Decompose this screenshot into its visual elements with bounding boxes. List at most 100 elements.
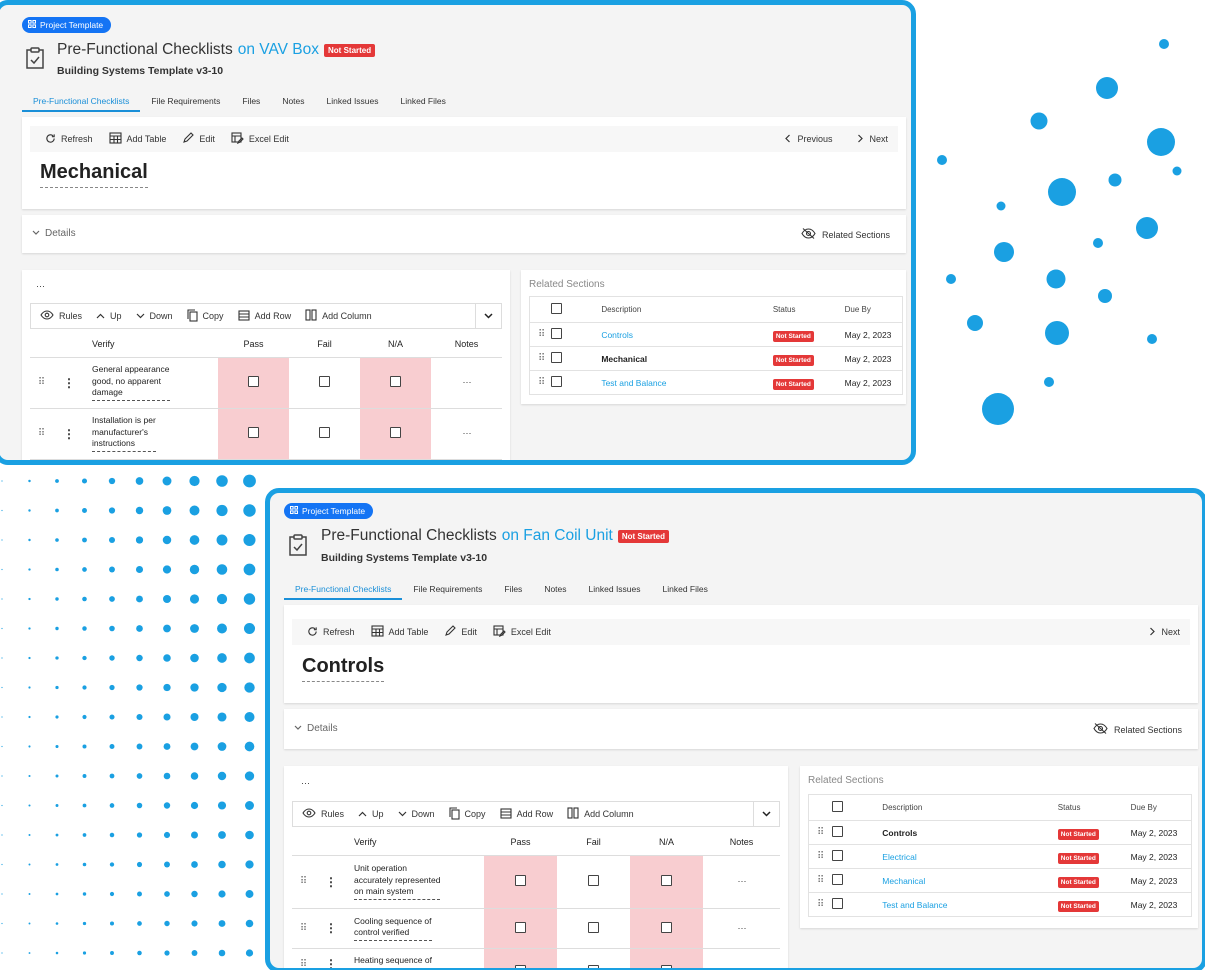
drag-handle-icon[interactable]: ⠿ xyxy=(37,428,45,439)
more-vertical-icon[interactable]: ⋮ xyxy=(325,874,337,889)
tab-linked-files[interactable]: Linked Files xyxy=(400,96,446,106)
verify-line[interactable]: Heating sequence of xyxy=(354,954,432,965)
drag-handle-icon[interactable]: ⠿ xyxy=(299,922,307,934)
drag-handle-icon[interactable]: ⠿ xyxy=(817,899,824,910)
row-checkbox[interactable] xyxy=(832,850,844,861)
more-vertical-icon[interactable]: ⋮ xyxy=(63,375,75,390)
notes-icon[interactable]: ⋯ xyxy=(737,922,747,933)
drag-handle-icon[interactable]: ⠿ xyxy=(538,377,545,388)
notes-icon[interactable]: ⋯ xyxy=(462,377,472,387)
more-vertical-icon[interactable]: ⋮ xyxy=(63,426,75,441)
related-sections-toggle[interactable]: Related Sections xyxy=(1093,723,1182,736)
pass-checkbox[interactable] xyxy=(248,376,259,387)
drag-handle-icon[interactable]: ⠿ xyxy=(37,377,45,388)
drag-handle-icon[interactable]: ⠿ xyxy=(299,876,307,887)
fail-checkbox[interactable] xyxy=(319,427,330,438)
fail-checkbox[interactable] xyxy=(588,875,599,886)
pass-checkbox[interactable] xyxy=(515,875,526,886)
fail-checkbox[interactable] xyxy=(319,376,330,387)
tab-notes[interactable]: Notes xyxy=(544,584,567,594)
row-checkbox[interactable] xyxy=(832,898,844,909)
row-checkbox[interactable] xyxy=(551,352,563,363)
details-toggle[interactable]: Details xyxy=(294,723,338,734)
tab-linked-files[interactable]: Linked Files xyxy=(662,584,708,594)
add-row-button[interactable]: Add Row xyxy=(238,309,291,323)
add-column-button[interactable]: Add Column xyxy=(567,807,634,821)
select-all-checkbox[interactable] xyxy=(832,801,844,812)
copy-button[interactable]: Copy xyxy=(186,308,224,324)
fail-checkbox[interactable] xyxy=(588,921,599,933)
drag-handle-icon[interactable]: ⠿ xyxy=(817,875,824,886)
row-checkbox[interactable] xyxy=(551,328,563,339)
tab-pre-functional-checklists[interactable]: Pre-Functional Checklists xyxy=(284,578,403,600)
pass-checkbox[interactable] xyxy=(515,964,526,968)
add-row-button[interactable]: Add Row xyxy=(500,807,553,821)
notes-icon[interactable]: ⋯ xyxy=(737,876,747,886)
related-section-link[interactable]: Test and Balance xyxy=(601,370,773,395)
page-title-asset[interactable]: on Fan Coil Unit xyxy=(501,527,613,544)
next-button[interactable]: Next xyxy=(856,134,888,145)
drag-handle-icon[interactable]: ⠿ xyxy=(538,353,545,364)
page-title-asset[interactable]: on VAV Box xyxy=(237,41,320,58)
add-table-button[interactable]: Add Table xyxy=(108,132,166,146)
tab-file-requirements[interactable]: File Requirements xyxy=(413,584,483,594)
tab-linked-issues[interactable]: Linked Issues xyxy=(588,584,641,594)
add-column-button[interactable]: Add Column xyxy=(305,309,372,323)
fail-checkbox[interactable] xyxy=(588,964,599,968)
tab-files[interactable]: Files xyxy=(504,584,523,594)
tab-file-requirements[interactable]: File Requirements xyxy=(151,96,221,106)
more-horizontal-icon[interactable]: ⋯ xyxy=(36,281,45,291)
next-button[interactable]: Next xyxy=(1148,627,1180,638)
verify-text[interactable]: Installation is per manufacturer's instruc… xyxy=(92,415,156,452)
excel-edit-button[interactable]: Excel Edit xyxy=(493,625,551,639)
row-checkbox[interactable] xyxy=(832,826,844,837)
rules-button[interactable]: Rules xyxy=(40,310,82,322)
related-section-link[interactable]: Controls xyxy=(601,322,773,347)
more-vertical-icon[interactable]: ⋮ xyxy=(325,956,337,970)
row-checkbox[interactable] xyxy=(832,874,844,885)
previous-button[interactable]: Previous xyxy=(784,134,832,145)
section-title[interactable]: Controls xyxy=(302,655,385,682)
row-checkbox[interactable] xyxy=(551,376,563,387)
na-checkbox[interactable] xyxy=(661,875,672,886)
drag-handle-icon[interactable]: ⠿ xyxy=(299,958,307,970)
toolbar-expand-button[interactable] xyxy=(753,802,779,826)
verify-text[interactable]: General appearance good, no apparent damag… xyxy=(92,364,170,401)
copy-button[interactable]: Copy xyxy=(448,806,486,822)
edit-button[interactable]: Edit xyxy=(182,132,215,146)
down-button[interactable]: Down xyxy=(398,809,435,819)
more-vertical-icon[interactable]: ⋮ xyxy=(325,921,337,935)
edit-button[interactable]: Edit xyxy=(444,625,477,639)
verify-text[interactable]: Cooling sequence of control verified xyxy=(354,916,432,941)
na-checkbox[interactable] xyxy=(661,921,672,933)
details-toggle[interactable]: Details xyxy=(32,228,76,239)
rules-button[interactable]: Rules xyxy=(302,808,344,820)
refresh-button[interactable]: Refresh xyxy=(307,626,355,639)
up-button[interactable]: Up xyxy=(96,311,122,321)
drag-handle-icon[interactable]: ⠿ xyxy=(817,827,824,838)
section-title[interactable]: Mechanical xyxy=(40,161,148,188)
na-checkbox[interactable] xyxy=(390,427,401,438)
related-section-link[interactable]: Electrical xyxy=(882,844,1058,869)
up-button[interactable]: Up xyxy=(358,809,384,819)
refresh-button[interactable]: Refresh xyxy=(45,133,93,146)
drag-handle-icon[interactable]: ⠿ xyxy=(817,851,824,862)
pass-checkbox[interactable] xyxy=(515,921,526,933)
drag-handle-icon[interactable]: ⠿ xyxy=(538,329,545,340)
tab-pre-functional-checklists[interactable]: Pre-Functional Checklists xyxy=(22,90,141,112)
na-checkbox[interactable] xyxy=(661,964,672,968)
pass-checkbox[interactable] xyxy=(248,427,259,438)
tab-linked-issues[interactable]: Linked Issues xyxy=(326,96,379,106)
more-horizontal-icon[interactable]: ⋯ xyxy=(301,778,310,788)
related-section-link[interactable]: Mechanical xyxy=(882,868,1058,893)
related-section-link[interactable]: Test and Balance xyxy=(882,892,1058,917)
tab-notes[interactable]: Notes xyxy=(282,96,305,106)
related-sections-toggle[interactable]: Related Sections xyxy=(801,228,890,241)
verify-text[interactable]: Unit operation accurately represented on m… xyxy=(354,863,441,900)
select-all-checkbox[interactable] xyxy=(551,303,563,314)
excel-edit-button[interactable]: Excel Edit xyxy=(231,132,289,146)
na-checkbox[interactable] xyxy=(390,376,401,387)
notes-icon[interactable]: ⋯ xyxy=(462,428,472,438)
tab-files[interactable]: Files xyxy=(242,96,261,106)
down-button[interactable]: Down xyxy=(136,311,173,321)
